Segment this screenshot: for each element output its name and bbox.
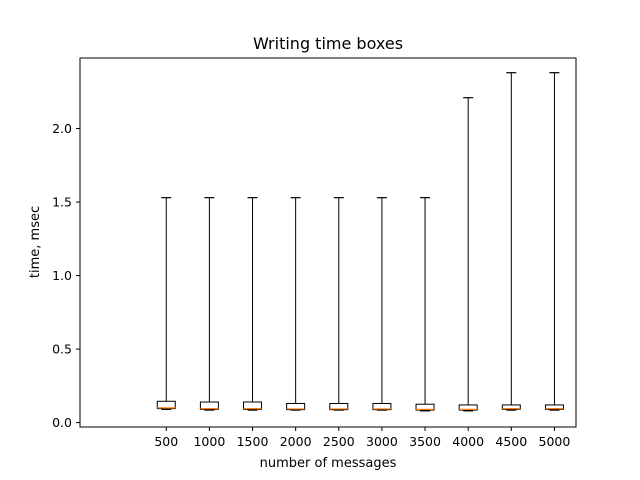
y-axis-label: time, msec — [28, 206, 43, 278]
x-axis: 500 1000 1500 2000 2500 3000 3500 4000 4500 5000 — [154, 427, 570, 449]
iqr-box-2500 — [329, 402, 349, 411]
plot-area — [156, 72, 564, 412]
box-500 — [156, 197, 176, 410]
iqr-box-1000 — [199, 401, 219, 410]
x-tick-label-1000: 1000 — [193, 434, 225, 449]
axes-frame — [79, 57, 577, 428]
box-4500 — [501, 72, 521, 411]
iqr-box-4500 — [501, 404, 521, 410]
box-1500 — [243, 197, 263, 411]
x-tick-label-4500: 4500 — [495, 434, 527, 449]
x-tick-label-1500: 1500 — [237, 434, 269, 449]
x-tick-label-4000: 4000 — [452, 434, 484, 449]
box-2000 — [286, 197, 306, 411]
iqr-box-3000 — [372, 402, 392, 411]
iqr-box-4000 — [458, 404, 478, 411]
y-tick-label-1: 0.5 — [52, 342, 72, 357]
box-1000 — [199, 197, 219, 411]
x-tick-label-5000: 5000 — [539, 434, 571, 449]
y-tick-label-4: 2.0 — [52, 121, 72, 136]
box-4000 — [458, 97, 478, 412]
iqr-box-1500 — [243, 401, 263, 410]
y-axis: 0.0 0.5 1.0 1.5 2.0 — [52, 121, 80, 430]
box-2500 — [329, 197, 349, 411]
x-axis-label: number of messages — [260, 456, 397, 471]
chart-title: Writing time boxes — [253, 34, 403, 53]
iqr-box-5000 — [544, 404, 564, 410]
x-tick-label-3000: 3000 — [366, 434, 398, 449]
iqr-box-500 — [156, 400, 176, 410]
box-5000 — [544, 72, 564, 411]
iqr-box-2000 — [286, 402, 306, 411]
x-tick-label-3500: 3500 — [409, 434, 441, 449]
y-tick-label-3: 1.5 — [52, 195, 72, 210]
box-3500 — [415, 197, 435, 412]
y-tick-label-0: 0.0 — [52, 415, 72, 430]
x-tick-label-2000: 2000 — [280, 434, 312, 449]
x-tick-label-2500: 2500 — [323, 434, 355, 449]
y-tick-label-2: 1.0 — [52, 268, 72, 283]
x-tick-label-500: 500 — [154, 434, 178, 449]
iqr-box-3500 — [415, 403, 435, 411]
box-3000 — [372, 197, 392, 411]
